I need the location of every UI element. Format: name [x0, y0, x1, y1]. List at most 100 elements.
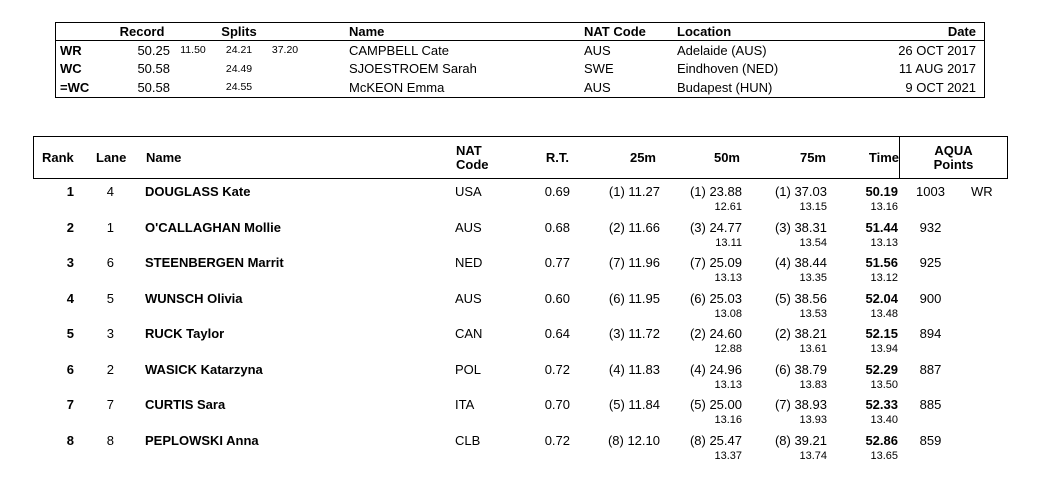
nat-code-cell: AUS [455, 290, 482, 306]
split-50m-cell: (8) 25.47 [689, 432, 742, 448]
nat-code-cell: POL [455, 361, 482, 377]
rank-cell: 6 [66, 361, 74, 377]
record-header: Record [119, 24, 165, 39]
split-25m-cell: (3) 11.72 [608, 326, 660, 341]
aqua-points-header: AQUA Points [899, 137, 1007, 178]
reaction-time-cell: 0.69 [544, 184, 570, 199]
lap-50m-cell: 13.37 [714, 449, 742, 462]
final-time-cell: 52.04 [865, 290, 898, 306]
lap-75m-cell: 13.35 [799, 272, 827, 284]
split-50m-cell: (1) 23.88 [689, 184, 742, 199]
name-header: Name [349, 24, 385, 39]
lap-75m-cell: 13.53 [799, 307, 827, 320]
rank-cell: 4 [66, 290, 74, 306]
nat-code-cell: CLB [455, 432, 481, 448]
lap-50m-cell: 13.13 [714, 272, 742, 284]
aqua-points-cell: 1003 [916, 184, 945, 199]
split-75m-cell: (6) 38.79 [774, 361, 827, 377]
split-75m-cell: (7) 38.93 [774, 397, 827, 412]
record-tag-cell [963, 255, 1008, 271]
aqua-points-cell: 925 [919, 255, 942, 270]
record-holder: CAMPBELL Cate [349, 42, 449, 58]
result-row: 7 7 CURTIS Sara ITA 0.70 (5) 11.84 (5) 2… [33, 397, 1008, 428]
record-date: 9 OCT 2021 [905, 79, 976, 95]
rank-cell: 5 [66, 326, 74, 341]
record-split-50: 24.49 [225, 62, 253, 75]
result-row: 1 4 DOUGLASS Kate USA 0.69 (1) 11.27 (1)… [33, 184, 1008, 215]
split-75m-cell: (1) 37.03 [774, 184, 827, 199]
aqua-points-cell: 887 [919, 361, 942, 377]
lap-100m-cell: 13.94 [870, 343, 898, 355]
record-holder: McKEON Emma [349, 79, 445, 95]
lane-cell: 5 [106, 290, 114, 306]
final-time-cell: 52.29 [865, 361, 898, 377]
rank-cell: 3 [66, 255, 74, 270]
record-split-25: 11.50 [180, 44, 206, 57]
reaction-time-cell: 0.70 [544, 397, 570, 412]
lap-75m-cell: 13.93 [799, 414, 827, 426]
splits-header: Splits [221, 24, 257, 39]
final-time-cell: 51.44 [865, 219, 898, 235]
rank-cell: 1 [66, 184, 74, 199]
swimmer-name: PEPLOWSKI Anna [145, 432, 259, 448]
rank-cell: 7 [66, 397, 74, 412]
record-time: 50.58 [137, 61, 170, 77]
reaction-time-cell: 0.64 [544, 326, 570, 341]
lap-100m-cell: 13.50 [870, 378, 898, 391]
split-50m-cell: (6) 25.03 [689, 290, 742, 306]
record-split-50: 24.55 [225, 81, 253, 94]
split-50m-cell: (7) 25.09 [689, 255, 742, 270]
split-25m-cell: (8) 12.10 [607, 432, 660, 448]
record-date: 11 AUG 2017 [898, 61, 976, 77]
nat-code-cell: NED [455, 255, 483, 270]
rank-cell: 8 [66, 432, 74, 448]
result-row: 8 8 PEPLOWSKI Anna CLB 0.72 (8) 12.10 (8… [33, 433, 1008, 464]
result-row: 5 3 RUCK Taylor CAN 0.64 (3) 11.72 (2) 2… [33, 326, 1008, 357]
split-75m-cell: (8) 39.21 [774, 432, 827, 448]
results-table: Rank Lane Name NAT Code R.T. 25m 50m 75m… [33, 136, 1008, 468]
record-table: Record Splits Name NAT Code Location Dat… [55, 22, 985, 98]
results-table-body: 1 4 DOUGLASS Kate USA 0.69 (1) 11.27 (1)… [33, 179, 1008, 464]
split-25m-cell: (2) 11.66 [608, 219, 660, 235]
time-header: Time [868, 150, 899, 165]
record-tag-cell: WR [971, 184, 993, 199]
split-50m-cell: (3) 24.77 [689, 219, 742, 235]
reaction-time-cell: 0.68 [544, 219, 570, 235]
final-time-cell: 52.33 [865, 397, 898, 412]
aqua-points-cell: 932 [919, 219, 942, 235]
split-75m-cell: (4) 38.44 [774, 255, 827, 270]
record-nat: AUS [584, 42, 611, 58]
record-split-50: 24.21 [225, 44, 253, 57]
record-type: =WC [60, 79, 90, 95]
split-25m-cell: (5) 11.84 [608, 397, 660, 412]
nat-code-cell: ITA [455, 397, 475, 412]
record-tag-cell [963, 397, 1008, 413]
split-50m-cell: (5) 25.00 [689, 397, 742, 412]
lap-100m-cell: 13.13 [870, 236, 898, 249]
swimmer-name: STEENBERGEN Marrit [145, 255, 284, 270]
lap-100m-cell: 13.48 [870, 307, 898, 320]
record-holder: SJOESTROEM Sarah [349, 61, 477, 77]
result-row: 3 6 STEENBERGEN Marrit NED 0.77 (7) 11.9… [33, 255, 1008, 286]
lap-50m-cell: 12.61 [714, 201, 742, 213]
location-header: Location [677, 24, 732, 39]
swimmer-name: WASICK Katarzyna [145, 361, 263, 377]
split-75m-cell: (3) 38.31 [774, 219, 827, 235]
result-row: 6 2 WASICK Katarzyna POL 0.72 (4) 11.83 … [33, 362, 1008, 393]
name-header: Name [146, 150, 182, 165]
record-location: Adelaide (AUS) [677, 42, 767, 58]
lap-75m-cell: 13.15 [799, 201, 827, 213]
record-row: WR 50.25 11.50 24.21 37.20 CAMPBELL Cate… [56, 41, 984, 60]
reaction-time-cell: 0.72 [544, 432, 570, 448]
lap-50m-cell: 13.13 [714, 378, 742, 391]
lap-75m-cell: 13.54 [799, 236, 827, 249]
lap-50m-cell: 13.08 [714, 307, 742, 320]
nat-code-header: NAT Code [584, 24, 646, 39]
split-75m-cell: (5) 38.56 [774, 290, 827, 306]
split-50m-cell: (4) 24.96 [689, 361, 742, 377]
record-tag-cell [963, 362, 1008, 378]
lap-100m-cell: 13.12 [870, 272, 898, 284]
nat-code-header: NAT Code [456, 142, 489, 172]
rank-header: Rank [42, 150, 74, 165]
split-25m-cell: (6) 11.95 [608, 290, 660, 306]
